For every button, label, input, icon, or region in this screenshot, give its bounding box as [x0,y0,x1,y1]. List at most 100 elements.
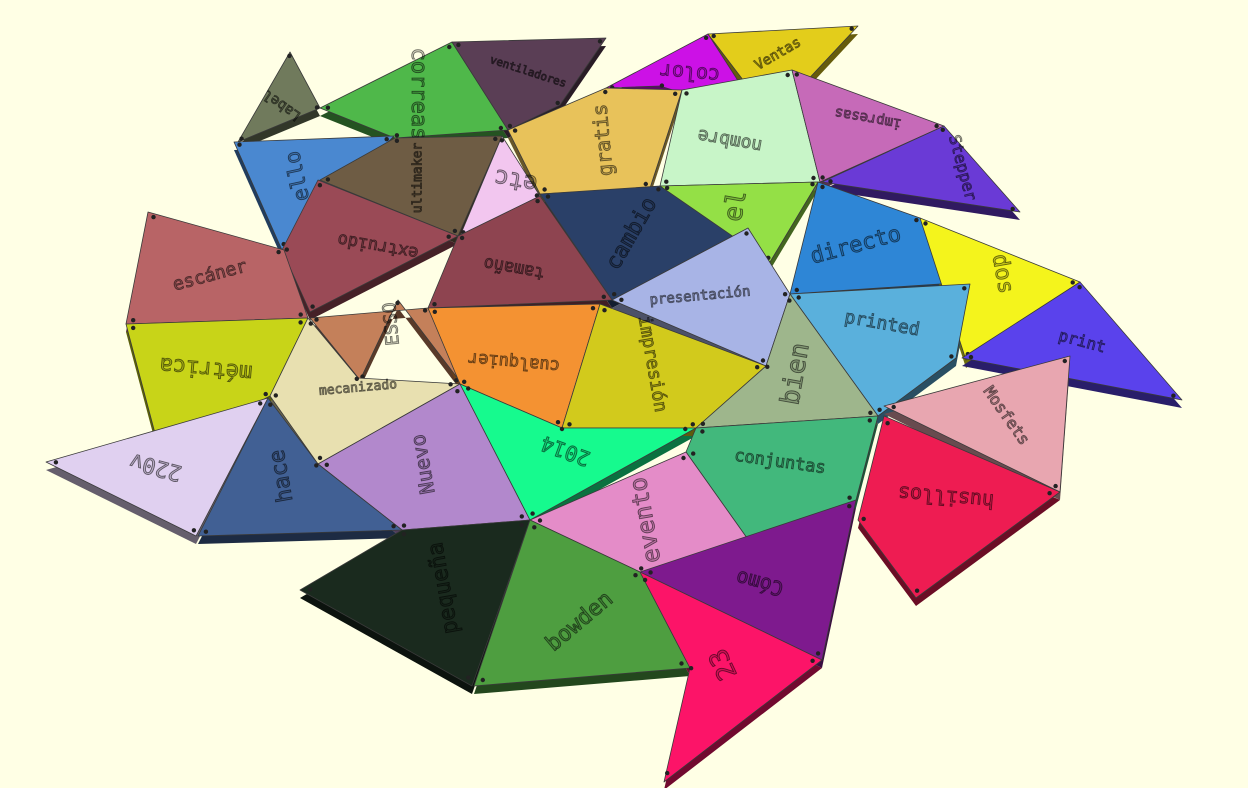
mounting-hole [785,72,790,78]
mounting-hole [298,320,303,325]
mounting-hole [673,91,678,97]
mounting-hole [796,295,801,300]
mounting-hole [811,175,816,181]
mounting-hole [459,235,465,241]
mounting-hole [131,325,136,331]
tile-directo: directo [789,181,971,295]
mounting-hole [466,675,471,680]
mounting-hole [191,528,197,533]
mounting-hole [394,138,400,143]
mounting-hole [700,429,705,434]
mounting-hole [555,420,561,425]
mounting-hole [861,516,866,522]
mounting-hole [203,529,209,534]
tile-el: el [659,181,819,263]
tile-mosfets: Mosfets [883,355,1071,493]
mounting-hole [314,463,319,468]
mounting-hole [530,511,535,516]
mounting-hole [273,393,278,398]
tile-impresion: impresión [561,303,767,429]
mounting-hole [885,421,890,426]
mounting-hole [690,422,695,427]
mounting-hole [815,651,821,656]
mounting-hole [1171,393,1176,398]
mounting-hole [466,386,471,391]
tile-esso-face [309,299,463,385]
mounting-hole [537,518,543,523]
mounting-hole [914,588,920,593]
tile-ventiladores-face [451,37,607,131]
mounting-hole [659,83,665,88]
mounting-hole [643,181,648,187]
mounting-hole [452,228,458,234]
mounting-hole [760,358,766,363]
mounting-hole [940,127,945,132]
tile-bowden: bowden [473,519,691,687]
mounting-hole [456,42,461,48]
mounting-hole [691,451,696,456]
mounting-hole [131,318,136,323]
mounting-hole [794,72,799,77]
mounting-hole [462,379,467,384]
mounting-hole [310,304,315,309]
mounting-hole [867,418,872,423]
tile-print: print [961,281,1183,401]
tile-el-face [659,181,819,263]
mounting-hole [1010,206,1015,212]
mounting-hole [455,389,460,394]
mounting-hole [665,770,670,776]
tile-impresas: impresas [791,69,945,183]
mounting-hole [828,179,833,184]
mounting-hole [810,658,815,663]
mounting-hole [298,312,303,317]
mounting-hole [394,133,400,138]
mounting-hole [633,573,638,578]
mounting-hole [1053,483,1058,489]
mounting-hole [700,421,706,426]
mounting-hole [384,137,389,142]
mounting-hole [258,401,263,406]
mounting-hole [354,376,359,381]
tile-correas: correas [319,41,509,141]
mounting-hole [446,234,451,239]
mounting-hole [480,677,485,683]
tile-dos-label: dos [987,252,1019,295]
tile-mosfets-face [883,355,1071,493]
mounting-hole [317,183,323,188]
mounting-hole [542,187,547,192]
mounting-hole [656,187,661,192]
mounting-hole [314,105,320,110]
mounting-hole [324,462,329,467]
mounting-hole [151,214,156,220]
tile-220v-face [45,397,269,537]
mounting-hole [820,175,825,180]
tile-esso: ESSO [309,299,463,385]
mounting-hole [891,404,896,410]
mounting-hole [849,26,854,31]
mounting-hole [664,185,670,191]
mounting-hole [810,182,815,187]
mounting-hole [314,317,319,322]
mounting-hole [535,198,540,204]
mounting-hole [454,378,459,383]
tile-hace: hace [197,397,403,537]
tile-cualquier: cualquier [427,303,601,429]
mounting-hole [642,577,648,583]
mounting-hole [268,402,273,407]
mounting-hole [532,525,537,530]
mounting-hole [422,308,428,313]
mounting-hole [567,422,572,427]
tile-ultimaker-label: ultimaker [411,143,426,214]
mounting-hole [877,407,882,412]
tile-como: Cómo [639,499,857,661]
mounting-hole [432,302,437,307]
mounting-hole [688,666,694,671]
mounting-hole [934,123,939,129]
tile-gratis: gratis [507,87,683,195]
mounting-hole [664,179,669,184]
mounting-hole [597,39,603,44]
mounting-hole [401,523,407,528]
mounting-hole [962,286,967,291]
tile-220v: 220v [45,397,269,537]
mounting-hole [555,100,560,106]
